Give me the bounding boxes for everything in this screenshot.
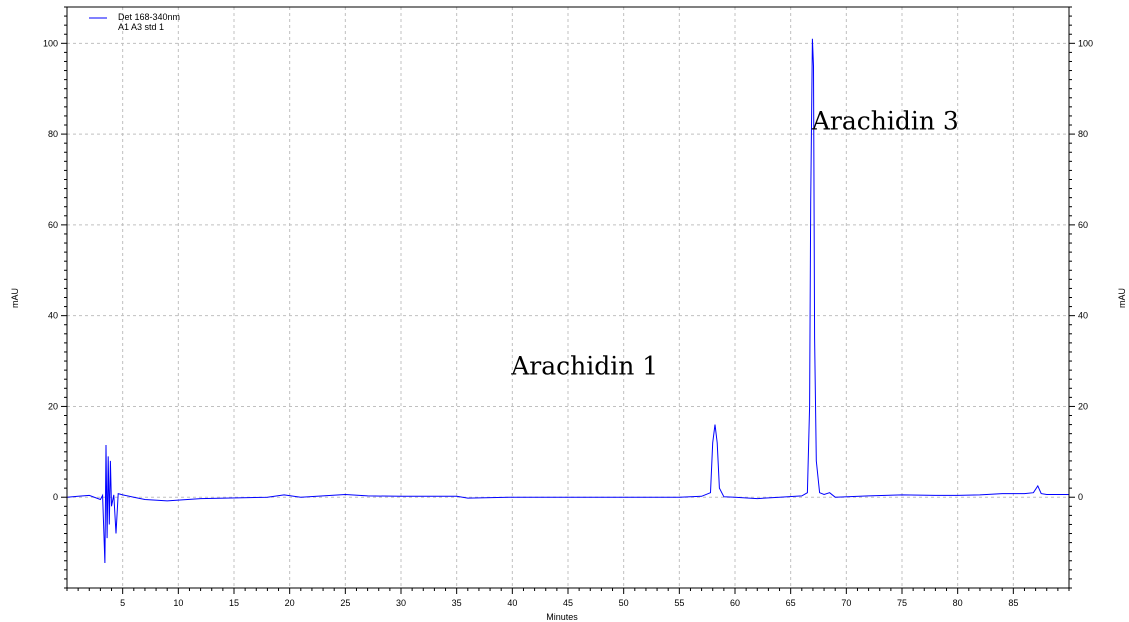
x-tick-label: 35 — [452, 598, 462, 608]
x-tick-label: 30 — [396, 598, 406, 608]
x-tick-label: 20 — [285, 598, 295, 608]
y-tick-label-left: 20 — [48, 401, 58, 411]
x-tick-label: 75 — [897, 598, 907, 608]
x-tick-label: 65 — [786, 598, 796, 608]
x-tick-label: 50 — [619, 598, 629, 608]
y-tick-label-right: 40 — [1078, 311, 1088, 321]
y-tick-label-right: 20 — [1078, 401, 1088, 411]
x-tick-label: 15 — [229, 598, 239, 608]
y-tick-label-right: 100 — [1078, 38, 1093, 48]
y-tick-label-left: 40 — [48, 311, 58, 321]
annotation-arachidin-3: Arachidin 3 — [811, 107, 959, 136]
y-tick-label-right: 0 — [1078, 492, 1083, 502]
x-tick-label: 25 — [340, 598, 350, 608]
x-tick-label: 45 — [563, 598, 573, 608]
x-axis-title: Minutes — [546, 612, 578, 622]
y-tick-label-left: 0 — [53, 492, 58, 502]
y-tick-label-left: 60 — [48, 220, 58, 230]
y-tick-label-left: 80 — [48, 129, 58, 139]
legend: Det 168-340nm A1 A3 std 1 — [89, 12, 180, 32]
legend-line-2: A1 A3 std 1 — [118, 22, 164, 32]
legend-line-1: Det 168-340nm — [118, 12, 180, 22]
x-tick-label: 10 — [173, 598, 183, 608]
x-tick-label: 55 — [674, 598, 684, 608]
y-tick-label-right: 80 — [1078, 129, 1088, 139]
x-tick-label: 80 — [953, 598, 963, 608]
x-tick-label: 85 — [1008, 598, 1018, 608]
y-tick-label-right: 60 — [1078, 220, 1088, 230]
y-axis-title-left: mAU — [10, 288, 20, 308]
x-tick-label: 60 — [730, 598, 740, 608]
y-tick-label-left: 100 — [43, 38, 58, 48]
x-tick-label: 5 — [120, 598, 125, 608]
x-tick-label: 40 — [507, 598, 517, 608]
y-axis-title-right: mAU — [1117, 288, 1127, 308]
grid-lines — [67, 7, 1069, 588]
x-tick-label: 70 — [841, 598, 851, 608]
annotation-arachidin-1: Arachidin 1 — [510, 352, 658, 381]
